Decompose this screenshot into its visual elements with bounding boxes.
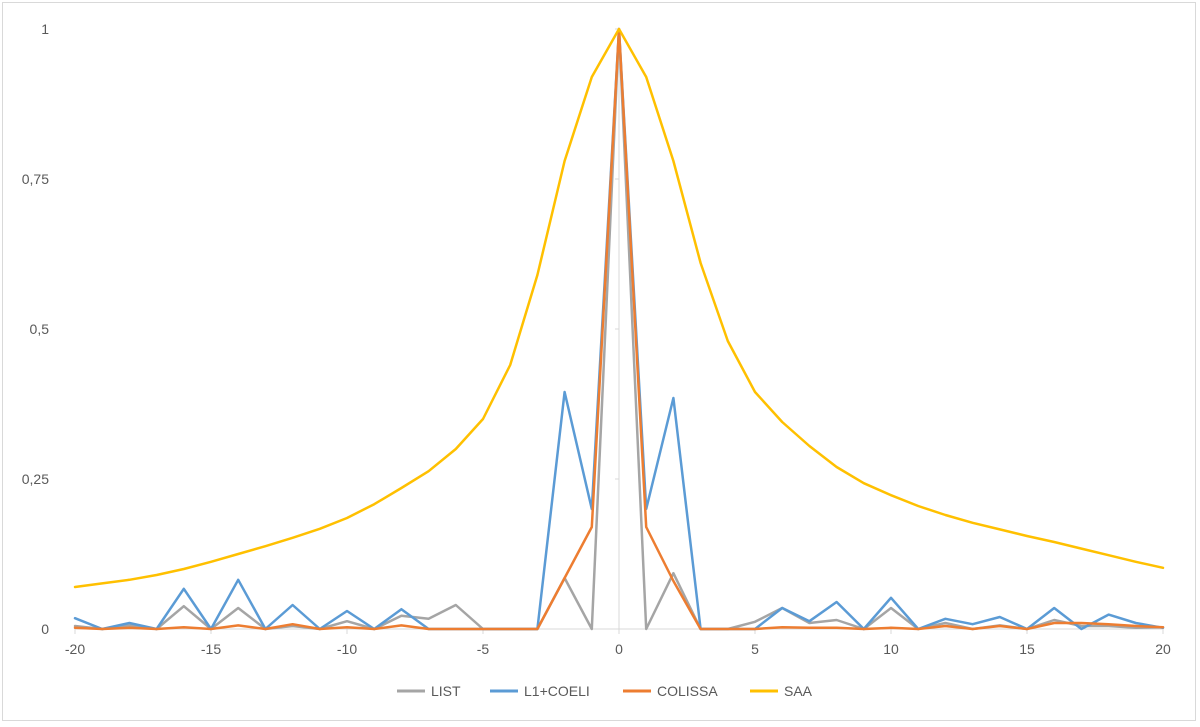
y-tick-label: 0 [41, 621, 49, 637]
y-tick-label: 0,75 [22, 171, 49, 187]
x-tick-label: 5 [751, 641, 759, 657]
axes: 0 0,25 0,5 0,75 1 -20 -15 -10 -5 0 5 10 15 20 [22, 21, 1171, 657]
y-tick-label: 0,25 [22, 471, 49, 487]
legend-label: LIST [431, 683, 461, 699]
y-tick-label: 0,5 [30, 321, 50, 337]
x-tick-label: -20 [65, 641, 85, 657]
legend-label: L1+COELI [524, 683, 590, 699]
legend: LIST L1+COELI COLISSA SAA [397, 683, 813, 699]
x-tick-label: 15 [1019, 641, 1035, 657]
series-layer [73, 27, 1165, 631]
x-tick-label: 0 [615, 641, 623, 657]
line-chart: 0 0,25 0,5 0,75 1 -20 -15 -10 -5 0 5 10 15 20 LIST L1+… [22, 21, 1171, 699]
series-line-saa [73, 27, 1165, 589]
legend-label: COLISSA [657, 683, 718, 699]
legend-item: COLISSA [623, 683, 718, 699]
x-tick-label: -5 [477, 641, 490, 657]
x-tick-label: -10 [337, 641, 357, 657]
legend-label: SAA [784, 683, 813, 699]
x-tick-label: -15 [201, 641, 221, 657]
legend-item: SAA [750, 683, 813, 699]
legend-item: LIST [397, 683, 461, 699]
x-tick-label: 10 [883, 641, 899, 657]
x-tick-label: 20 [1155, 641, 1171, 657]
y-tick-label: 1 [41, 21, 49, 37]
legend-item: L1+COELI [490, 683, 590, 699]
